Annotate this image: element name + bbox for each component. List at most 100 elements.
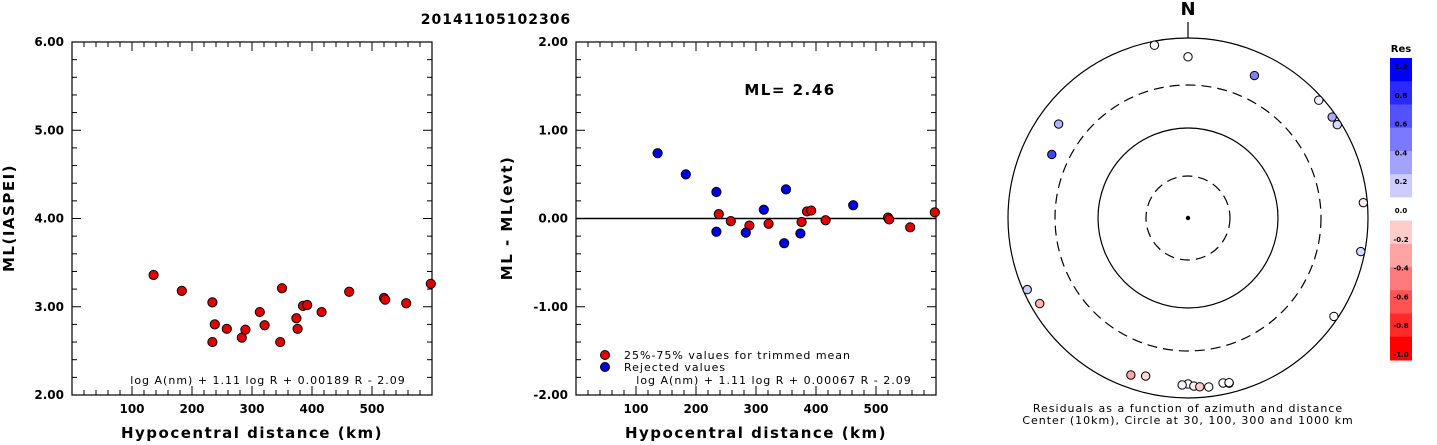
data-point (148, 269, 159, 281)
data-points (652, 148, 940, 249)
colorbar-segment (1390, 267, 1412, 291)
colorbar-segment (1390, 197, 1412, 222)
colorbar-segment (1390, 336, 1412, 361)
y-tick-labels: 2.00 3.00 4.00 5.00 6.00 (34, 35, 64, 402)
rejected-point (758, 204, 769, 215)
epicenter-dot (1185, 215, 1191, 221)
formula-text: log A(nm) + 1.11 log R + 0.00067 R - 2.0… (636, 374, 911, 387)
y-tick-label: -1.00 (533, 300, 568, 314)
x-tick-label: 100 (119, 402, 144, 416)
y-tick-label: 6.00 (34, 35, 64, 49)
y-tick-label: 2.00 (538, 35, 568, 49)
rejected-point (680, 169, 691, 180)
station-point (1149, 40, 1160, 50)
x-tick-label: 200 (683, 402, 708, 416)
colorbar-tick-label: -0.6 (1393, 293, 1408, 301)
ml-annotation: ML= 2.46 (744, 81, 835, 99)
data-point (302, 299, 313, 311)
x-axis-label: Hypocentral distance (km) (121, 424, 383, 441)
data-point (380, 294, 391, 305)
x-tick-label: 500 (359, 402, 384, 416)
colorbar-tick-label: -1.0 (1393, 351, 1408, 359)
trimmed-point (713, 208, 724, 220)
y-tick-label: -2.00 (533, 388, 568, 402)
data-point (275, 336, 286, 348)
data-point (254, 306, 265, 318)
x-tick-label: 300 (743, 402, 768, 416)
ring-300km (1054, 84, 1322, 352)
data-point (344, 286, 355, 297)
station-point (1204, 382, 1214, 392)
station-point (1329, 311, 1339, 322)
trimmed-point (820, 215, 831, 226)
rejected-point (780, 184, 792, 195)
tick-marks (72, 42, 432, 395)
colorbar-segment (1390, 290, 1412, 315)
station-point (1022, 284, 1032, 295)
y-axis-label: ML - ML(evt) (498, 156, 516, 280)
ring-100km (1097, 127, 1279, 309)
trimmed-point (884, 214, 895, 225)
colorbar-tick-label: 0.0 (1395, 207, 1408, 215)
trimmed-point (725, 216, 736, 227)
caption-line-2: Center (10km), Circle at 30, 100, 300 an… (1022, 414, 1353, 427)
data-point (176, 285, 187, 296)
figure-title: 20141105102306 (421, 12, 571, 28)
station-point (1047, 149, 1057, 160)
data-point (291, 313, 302, 324)
north-label: N (1180, 0, 1195, 20)
data-point (259, 320, 270, 331)
colorbar-tick-label: -0.4 (1393, 265, 1408, 273)
y-tick-label: 3.00 (34, 300, 64, 314)
colorbar-segment (1390, 243, 1412, 268)
rejected-point (652, 148, 663, 159)
colorbar-segment (1390, 127, 1412, 152)
colorbar-tick-label: 1.0 (1395, 63, 1408, 71)
data-point (292, 323, 303, 334)
panel-azimuth-residuals: N Residuals as a function of azimuth and… (1007, 0, 1412, 427)
rejected-point (711, 186, 722, 198)
y-tick-label: 2.00 (34, 388, 64, 402)
data-point (207, 336, 218, 348)
colorbar-tick-label: 0.4 (1395, 149, 1408, 157)
ring-30km (1145, 175, 1231, 261)
colorbar-segment (1390, 81, 1412, 105)
y-tick-label: 0.00 (538, 212, 568, 226)
x-tick-label: 400 (299, 402, 324, 416)
colorbar-tick-labels: 1.0 0.8 0.6 0.4 0.2 0.0 -0.2 -0.4 -0.6 -0.8 -1.0 (1393, 63, 1408, 359)
legend-marker-rejected (600, 362, 610, 372)
tick-marks (576, 42, 936, 395)
caption-line-1: Residuals as a function of azimuth and d… (1033, 402, 1343, 415)
colorbar-segment (1390, 104, 1412, 129)
station-point (1053, 119, 1064, 129)
y-tick-label: 4.00 (34, 212, 64, 226)
x-axis-label: Hypocentral distance (km) (625, 424, 887, 441)
y-tick-labels: -2.00 -1.00 0.00 1.00 2.00 (533, 35, 568, 402)
station-point (1195, 382, 1205, 392)
station-point (1177, 380, 1187, 390)
colorbar-segment (1390, 150, 1412, 175)
trimmed-point (806, 205, 817, 216)
x-tick-label: 200 (179, 402, 204, 416)
x-tick-label: 500 (863, 402, 888, 416)
formula-text: log A(nm) + 1.11 log R + 0.00189 R - 2.0… (130, 374, 405, 387)
x-tick-label: 100 (623, 402, 648, 416)
legend-marker-trimmed (600, 350, 610, 360)
x-tick-label: 300 (239, 402, 264, 416)
station-point (1358, 197, 1369, 208)
data-point (209, 319, 220, 330)
colorbar-tick-label: -0.8 (1393, 322, 1408, 330)
trimmed-point (929, 207, 940, 218)
data-point (276, 283, 288, 294)
legend-label-trimmed: 25%-75% values for trimmed mean (624, 349, 851, 362)
x-tick-labels: 100 200 300 400 500 (119, 402, 384, 416)
distance-rings (1007, 37, 1369, 399)
colorbar-segment (1390, 220, 1412, 245)
station-point (1126, 370, 1136, 380)
rejected-point (740, 227, 751, 238)
plot-frame (71, 41, 433, 396)
y-tick-label: 5.00 (34, 123, 64, 137)
colorbar-tick-label: 0.6 (1395, 121, 1408, 129)
